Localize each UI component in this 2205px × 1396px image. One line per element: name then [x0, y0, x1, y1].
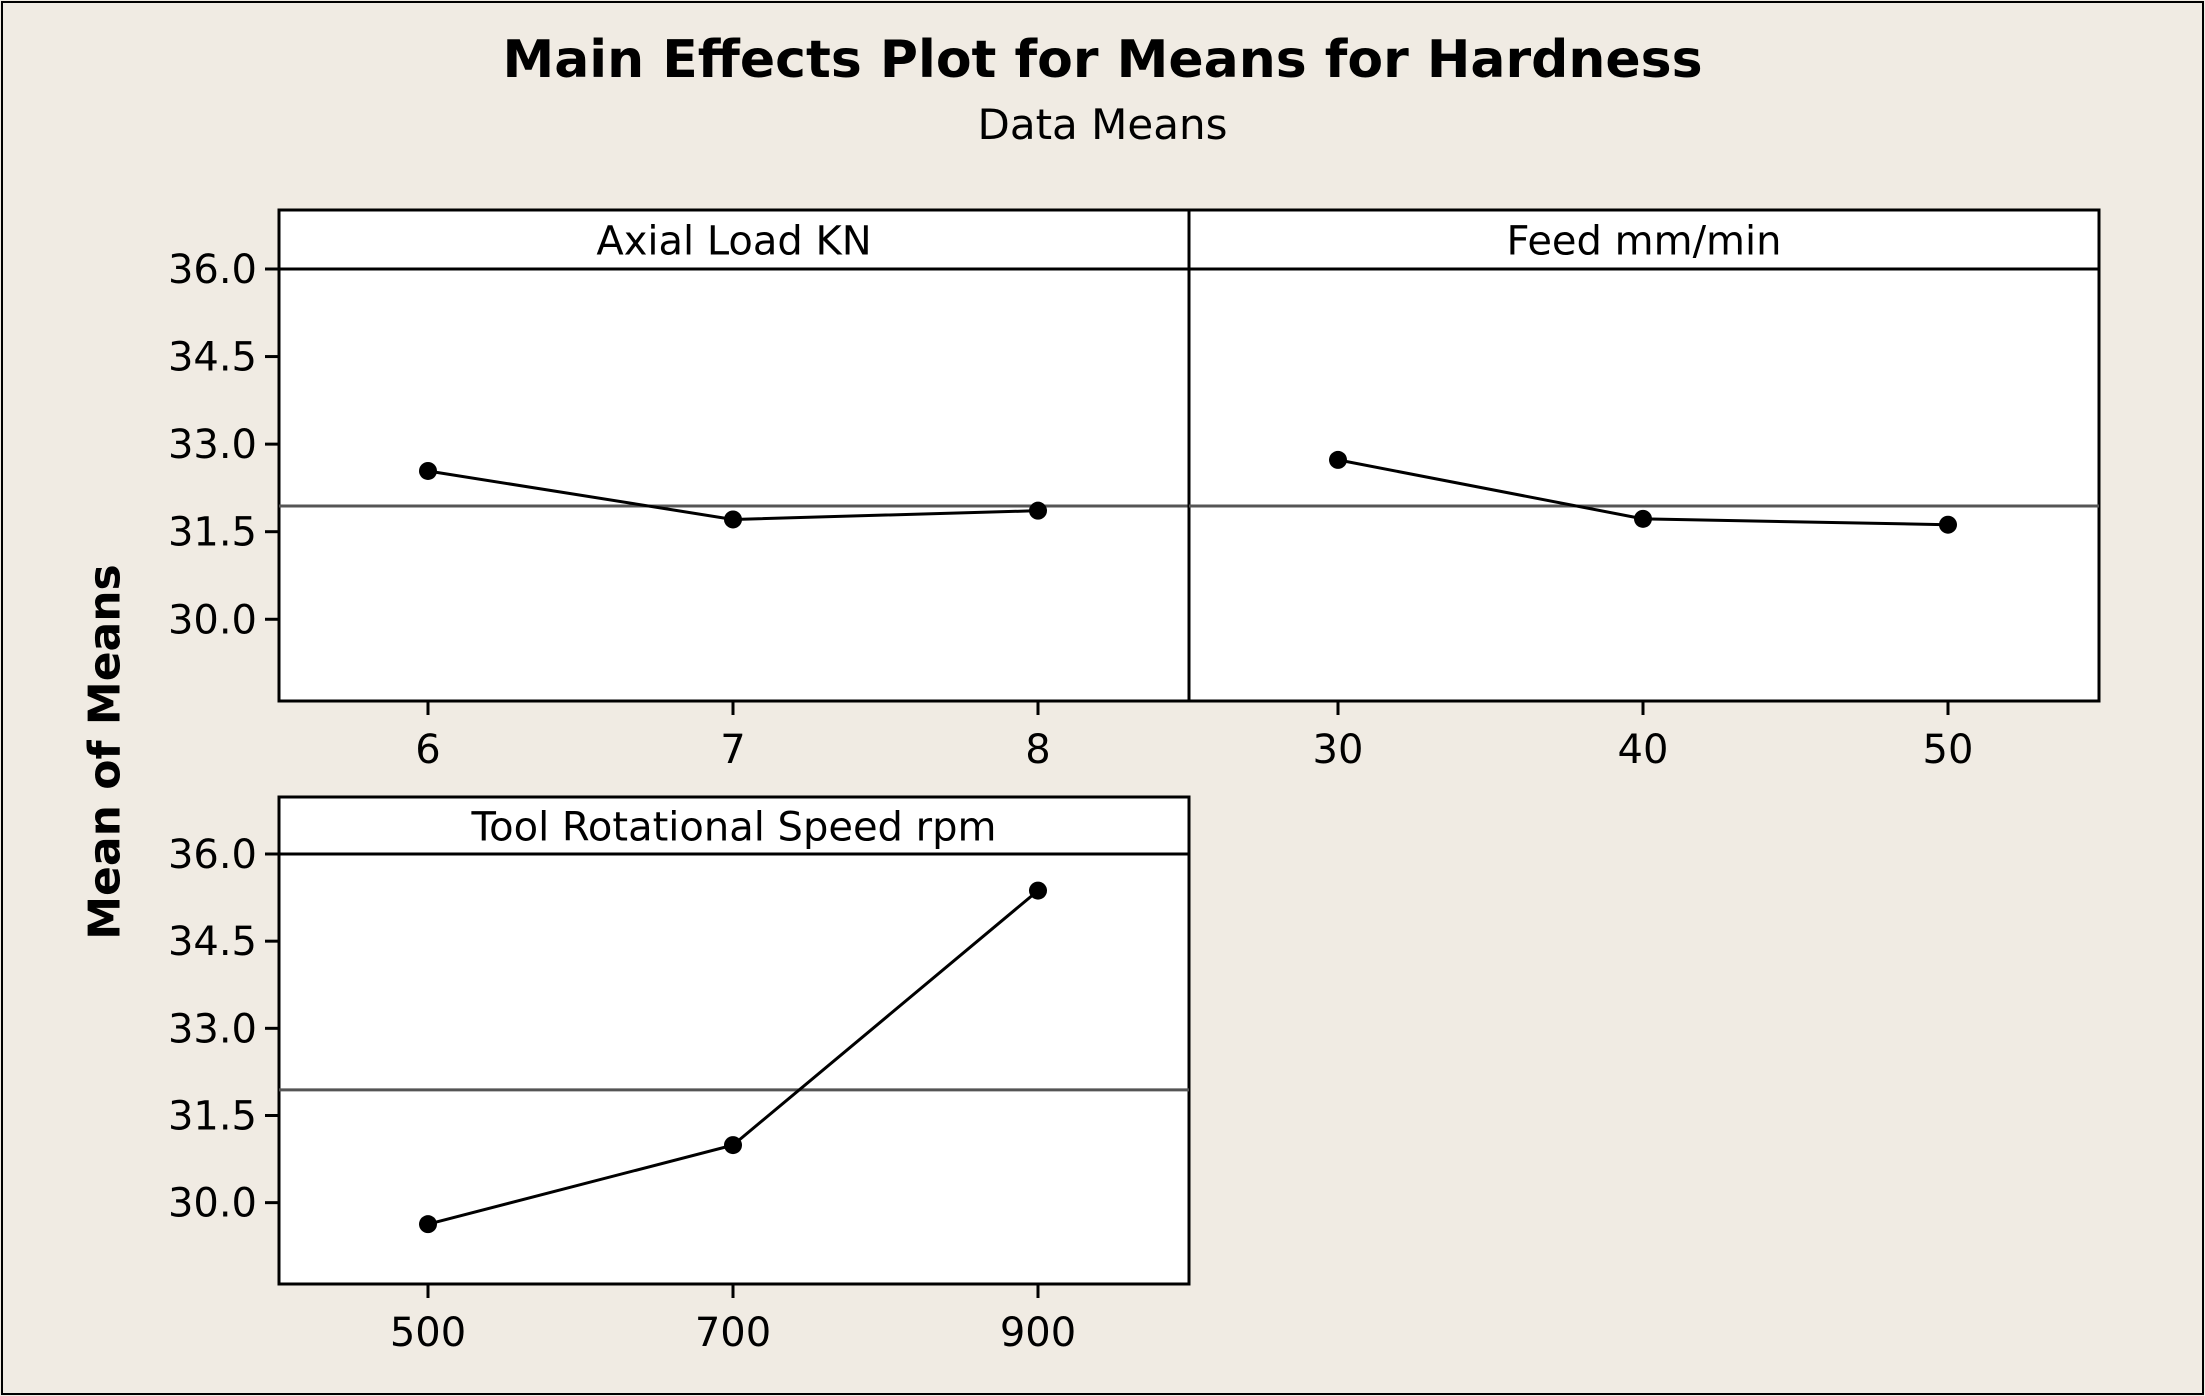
y-tick-label: 36.0: [168, 247, 257, 293]
x-tick-label: 500: [390, 1310, 466, 1356]
x-tick-label: 900: [1000, 1310, 1076, 1356]
data-point: [724, 510, 742, 529]
panel-2: Feed mm/min 30 40 50: [1187, 208, 2101, 773]
y-tick-label: 34.5: [168, 335, 257, 381]
x-tick-label: 700: [695, 1310, 771, 1356]
y-tick-label: 30.0: [168, 1181, 257, 1227]
panel-3: Tool Rotational Speed rpm 36.0 34.5 33.0 31.…: [168, 795, 1191, 1356]
x-tick-label: 6: [415, 727, 440, 773]
chart-title: Main Effects Plot for Means for Hardness: [502, 30, 1703, 90]
panel-label: Tool Rotational Speed rpm: [471, 805, 997, 851]
x-tick-label: 40: [1618, 727, 1669, 773]
panel-box: [277, 208, 1191, 703]
y-tick-label: 36.0: [168, 832, 257, 878]
data-point: [1029, 881, 1047, 900]
y-tick-label: 34.5: [168, 919, 257, 965]
data-point: [419, 1215, 437, 1234]
x-tick-label: 7: [720, 727, 745, 773]
chart-subtitle: Data Means: [977, 100, 1228, 149]
data-point: [1939, 515, 1957, 534]
data-point: [1029, 501, 1047, 520]
panel-box: [277, 795, 1191, 1286]
x-tick-label: 50: [1923, 727, 1974, 773]
y-tick-label: 33.0: [168, 1006, 257, 1052]
data-point: [724, 1136, 742, 1155]
y-tick-label: 31.5: [168, 510, 257, 556]
x-tick-label: 8: [1025, 727, 1050, 773]
data-point: [1634, 509, 1652, 528]
x-tick-label: 30: [1313, 727, 1364, 773]
y-tick-label: 30.0: [168, 597, 257, 643]
panel-box: [1187, 208, 2101, 703]
panel-label: Feed mm/min: [1507, 219, 1782, 265]
panel-label: Axial Load KN: [596, 219, 871, 265]
y-tick-label: 31.5: [168, 1093, 257, 1139]
panel-1: Axial Load KN 36.0 34.5 33.0 31.5 30.0 6 7 8: [168, 208, 1191, 773]
data-point: [1329, 450, 1347, 469]
data-point: [419, 461, 437, 480]
y-tick-label: 33.0: [168, 422, 257, 468]
